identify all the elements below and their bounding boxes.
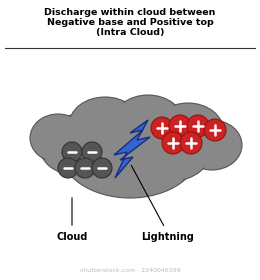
Ellipse shape — [184, 122, 241, 169]
Ellipse shape — [69, 97, 141, 153]
Ellipse shape — [30, 114, 86, 162]
Circle shape — [169, 115, 191, 137]
Ellipse shape — [182, 120, 242, 170]
Ellipse shape — [60, 102, 200, 198]
Circle shape — [82, 142, 102, 162]
Ellipse shape — [41, 116, 109, 174]
Text: Lightning: Lightning — [141, 232, 194, 242]
Ellipse shape — [152, 103, 224, 161]
Ellipse shape — [132, 115, 212, 181]
Text: (Intra Cloud): (Intra Cloud) — [96, 28, 164, 37]
Circle shape — [151, 117, 173, 139]
Text: Discharge within cloud between: Discharge within cloud between — [44, 8, 216, 17]
Ellipse shape — [62, 104, 198, 197]
Circle shape — [204, 119, 226, 141]
Text: shutterstock.com · 2240046399: shutterstock.com · 2240046399 — [80, 268, 180, 273]
Circle shape — [187, 115, 209, 137]
Text: Cloud: Cloud — [56, 232, 88, 242]
Ellipse shape — [70, 99, 140, 151]
Circle shape — [162, 132, 184, 154]
Ellipse shape — [114, 97, 181, 148]
Ellipse shape — [31, 115, 84, 160]
Circle shape — [92, 158, 112, 178]
Ellipse shape — [113, 95, 183, 149]
Ellipse shape — [133, 116, 211, 179]
Ellipse shape — [153, 104, 223, 160]
Ellipse shape — [39, 115, 111, 175]
Circle shape — [58, 158, 78, 178]
Circle shape — [62, 142, 82, 162]
Text: Negative base and Positive top: Negative base and Positive top — [47, 18, 213, 27]
Polygon shape — [114, 120, 150, 178]
Circle shape — [75, 158, 95, 178]
Circle shape — [180, 132, 202, 154]
